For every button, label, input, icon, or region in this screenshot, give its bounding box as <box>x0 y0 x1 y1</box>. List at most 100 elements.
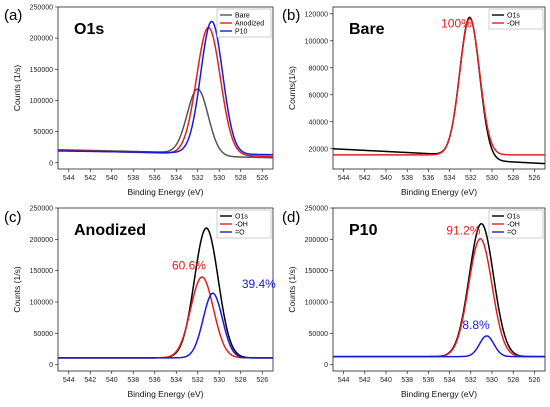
legend-entry: P10 <box>235 29 248 36</box>
legend-entry: O1s <box>235 214 248 221</box>
percent-annotation: 91.2% <box>446 223 480 237</box>
y-tick-label: 120000 <box>305 11 328 18</box>
x-tick-label: 538 <box>401 377 413 384</box>
y-tick-label: 200000 <box>30 237 53 244</box>
percent-annotation: 100% <box>441 16 472 30</box>
x-tick-label: 528 <box>507 377 519 384</box>
x-tick-label: 534 <box>444 377 456 384</box>
panel-title: O1s <box>74 21 104 38</box>
y-tick-label: 100000 <box>305 300 328 307</box>
series-line-O <box>333 335 545 358</box>
panel-title: Anodized <box>74 222 146 239</box>
panel-label: (d) <box>282 209 300 226</box>
legend-entry: Bare <box>235 13 250 20</box>
x-tick-label: 544 <box>63 175 75 182</box>
x-tick-label: 530 <box>486 377 498 384</box>
x-tick-label: 538 <box>127 377 139 384</box>
x-tick-label: 544 <box>338 175 350 182</box>
x-tick-label: 530 <box>213 377 225 384</box>
x-tick-label: 542 <box>359 175 371 182</box>
x-tick-label: 526 <box>529 377 541 384</box>
y-axis-label: Counts (1/s) <box>12 266 22 312</box>
x-tick-label: 532 <box>192 175 204 182</box>
plot-frame <box>332 6 546 170</box>
x-tick-label: 534 <box>170 175 182 182</box>
y-tick-label: 0 <box>49 160 53 167</box>
x-tick-label: 534 <box>444 175 456 182</box>
x-tick-label: 538 <box>127 175 139 182</box>
y-tick-label: 60000 <box>309 92 329 99</box>
panel-c: (c) 544 542 540 538 536 534 532 530 528 526 0 50000 1… <box>4 206 276 400</box>
x-axis-label: Binding Energy (eV) <box>127 389 203 399</box>
percent-annotation: 60.6% <box>172 258 206 272</box>
x-tick-label: 532 <box>192 377 204 384</box>
x-tick-label: 540 <box>380 175 392 182</box>
legend: O1s-OH=O <box>488 209 544 239</box>
y-tick-label: 200000 <box>30 36 53 43</box>
x-tick-label: 540 <box>380 377 392 384</box>
y-tick-label: 100000 <box>30 300 53 307</box>
panel-label: (b) <box>282 7 300 24</box>
x-tick-label: 536 <box>149 175 161 182</box>
legend-entry: O1s <box>507 214 520 221</box>
x-tick-label: 536 <box>423 175 435 182</box>
y-tick-label: 250000 <box>305 206 328 213</box>
panel-b: (b) 544 542 540 538 536 534 532 530 528 526 20000 40… <box>282 6 546 197</box>
legend-entry: =O <box>507 230 517 237</box>
legend-entry: Anodized <box>235 21 264 28</box>
legend-entry: -OH <box>235 222 248 229</box>
legend-entry: =O <box>235 230 245 237</box>
x-tick-label: 528 <box>507 175 519 182</box>
series-line-OH <box>333 17 545 156</box>
x-axis-label: Binding Energy (eV) <box>401 187 477 197</box>
y-tick-label: 50000 <box>34 129 54 136</box>
y-tick-label: 150000 <box>30 268 53 275</box>
x-tick-label: 528 <box>235 377 247 384</box>
x-tick-label: 526 <box>529 175 541 182</box>
legend-box <box>488 8 544 30</box>
percent-annotation: 8.8% <box>462 318 490 332</box>
x-tick-label: 544 <box>338 377 350 384</box>
y-tick-label: 200000 <box>305 237 328 244</box>
legend-entry: O1s <box>507 13 520 20</box>
x-tick-label: 536 <box>423 377 435 384</box>
y-tick-label: 0 <box>49 362 53 369</box>
legend: O1s-OH=O <box>216 209 272 239</box>
x-tick-label: 540 <box>106 377 118 384</box>
panel-label: (c) <box>4 209 22 226</box>
series-line-O <box>58 292 273 359</box>
y-tick-label: 150000 <box>305 268 328 275</box>
y-axis-label: Counts (1/s) <box>12 65 22 111</box>
x-tick-label: 542 <box>84 377 96 384</box>
y-tick-label: 40000 <box>309 119 329 126</box>
y-tick-label: 100000 <box>305 38 328 45</box>
legend: O1s-OH <box>488 8 544 30</box>
x-tick-label: 534 <box>170 377 182 384</box>
panel-d: (d) 544 542 540 538 536 534 532 530 528 526 0 50000 1… <box>282 206 546 399</box>
curves <box>333 222 545 358</box>
x-tick-label: 526 <box>256 377 268 384</box>
curves <box>58 20 273 159</box>
panel-title: P10 <box>349 222 378 239</box>
y-tick-label: 100000 <box>30 98 53 105</box>
legend-entry: -OH <box>507 21 520 28</box>
x-tick-label: 530 <box>213 175 225 182</box>
panel-a: (a) 544 542 540 538 536 534 532 530 528 526 0 50000 1… <box>4 5 274 197</box>
x-tick-label: 530 <box>486 175 498 182</box>
y-tick-label: 50000 <box>309 331 329 338</box>
x-tick-label: 526 <box>256 175 268 182</box>
curves <box>58 227 273 359</box>
percent-annotation: 39.4% <box>242 277 276 291</box>
y-tick-label: 50000 <box>34 331 54 338</box>
series-line-P10 <box>58 20 273 156</box>
y-axis-label: Counts (1/s) <box>287 266 297 312</box>
x-tick-label: 536 <box>149 377 161 384</box>
y-tick-label: 250000 <box>30 206 53 213</box>
x-axis-label: Binding Energy (eV) <box>127 187 203 197</box>
curves <box>333 16 545 165</box>
x-tick-label: 540 <box>106 175 118 182</box>
x-tick-label: 532 <box>465 175 477 182</box>
panel-label: (a) <box>4 7 22 24</box>
